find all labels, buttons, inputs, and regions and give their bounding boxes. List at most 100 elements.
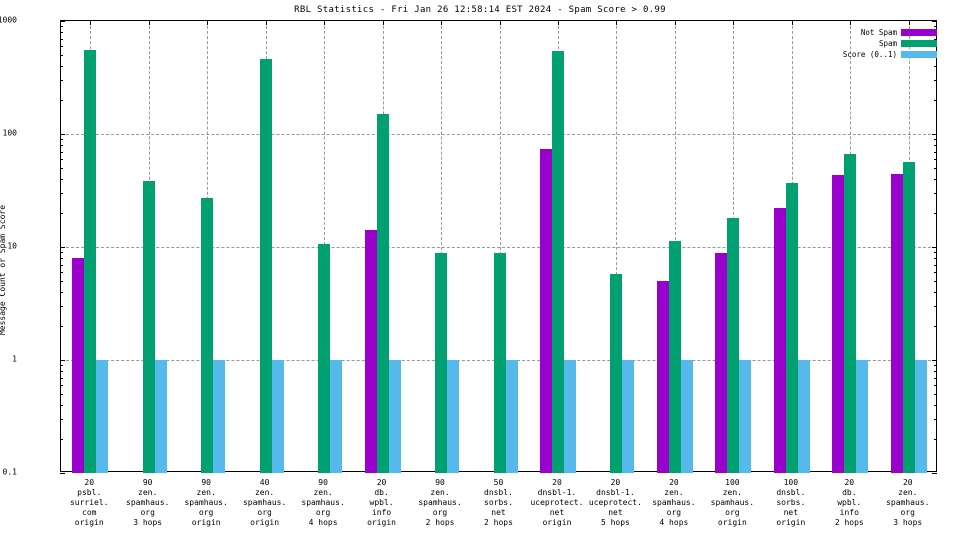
y-axis-minor-tick xyxy=(60,370,63,372)
y-axis-minor-tick xyxy=(934,139,937,141)
y-axis-minor-tick xyxy=(60,31,63,33)
x-axis-tick xyxy=(90,20,92,25)
bar-spam xyxy=(844,153,857,473)
y-axis-minor-tick xyxy=(60,264,63,266)
gridline-vertical xyxy=(499,21,501,471)
x-axis-tick-label: 20 dnsbl-1. uceprotect. net origin xyxy=(530,478,584,527)
y-axis-major-tick xyxy=(932,247,937,248)
x-axis-tick-label: 20 db. wpbl. info origin xyxy=(367,478,396,527)
y-axis-major-tick xyxy=(60,360,65,361)
y-axis-major-tick xyxy=(932,360,937,361)
y-axis-minor-tick xyxy=(934,151,937,153)
y-axis-minor-tick xyxy=(934,26,937,28)
x-axis-tick xyxy=(148,20,150,25)
y-axis-major-tick xyxy=(932,21,937,22)
y-axis-minor-tick xyxy=(60,377,63,379)
bar-spam xyxy=(435,253,448,473)
y-axis-minor-tick xyxy=(934,193,937,195)
y-axis-minor-tick xyxy=(934,370,937,372)
y-axis-minor-tick xyxy=(60,385,63,387)
y-axis-minor-tick xyxy=(934,38,937,40)
y-axis-tick-label: 0.1 xyxy=(2,467,17,477)
bar-not-spam xyxy=(539,149,552,473)
y-axis-major-tick xyxy=(60,21,65,22)
legend-color-swatch xyxy=(901,39,937,47)
bar-score-0-1 xyxy=(213,360,226,473)
gridline-vertical xyxy=(441,21,443,471)
bar-score-0-1 xyxy=(154,360,167,473)
y-axis-minor-tick xyxy=(934,272,937,274)
x-axis-tick xyxy=(791,20,793,25)
bar-spam xyxy=(785,182,798,473)
x-axis-tick xyxy=(324,20,326,25)
bar-not-spam xyxy=(364,230,377,473)
y-axis-minor-tick xyxy=(60,38,63,40)
x-axis-tick-label: 90 zen. spamhaus. org 4 hops xyxy=(301,478,345,527)
y-axis-minor-tick xyxy=(934,419,937,421)
y-axis-minor-tick xyxy=(60,257,63,259)
bar-not-spam xyxy=(890,174,903,473)
y-axis-minor-tick xyxy=(60,419,63,421)
bar-spam xyxy=(142,181,155,473)
y-axis-minor-tick xyxy=(60,291,63,293)
bar-not-spam xyxy=(72,257,85,473)
y-axis-minor-tick xyxy=(934,385,937,387)
y-axis-minor-tick xyxy=(934,46,937,48)
bar-spam xyxy=(668,241,681,473)
x-axis-tick-label: 20 dnsbl-1. uceprotect. net 5 hops xyxy=(588,478,642,527)
y-axis-minor-tick xyxy=(60,139,63,141)
bars-layer xyxy=(61,21,936,473)
x-axis-tick-label: 50 dnsbl. sorbs. net 2 hops xyxy=(484,478,513,527)
y-axis-minor-tick xyxy=(60,404,63,406)
y-axis-minor-tick xyxy=(934,291,937,293)
bar-not-spam xyxy=(832,175,845,473)
y-axis-minor-tick xyxy=(934,99,937,101)
y-axis-minor-tick xyxy=(934,159,937,161)
legend-label: Spam xyxy=(878,38,897,48)
y-axis-tick-label: 1000 xyxy=(0,15,17,25)
legend-item: Spam xyxy=(843,38,937,48)
y-axis-minor-tick xyxy=(934,281,937,283)
y-axis-minor-tick xyxy=(60,325,63,327)
y-axis-minor-tick xyxy=(934,212,937,214)
bar-score-0-1 xyxy=(271,360,284,473)
x-axis-tick-label: 100 dnsbl. sorbs. net origin xyxy=(776,478,806,527)
y-axis-minor-tick xyxy=(60,159,63,161)
y-axis-minor-tick xyxy=(934,404,937,406)
bar-not-spam xyxy=(715,253,728,473)
y-axis-minor-tick xyxy=(934,65,937,67)
x-axis-tick xyxy=(499,20,501,25)
x-axis-tick xyxy=(265,20,267,25)
y-axis-minor-tick xyxy=(60,168,63,170)
bar-spam xyxy=(551,50,564,473)
y-axis-minor-tick xyxy=(60,80,63,82)
y-axis-minor-tick xyxy=(934,178,937,180)
bar-score-0-1 xyxy=(388,360,401,473)
y-axis-minor-tick xyxy=(60,99,63,101)
y-axis-tick-label: 1 xyxy=(12,354,17,364)
plot-area xyxy=(60,20,937,474)
x-axis-tick-label: 100 zen. spamhaus. org origin xyxy=(710,478,755,527)
gridline-vertical xyxy=(616,21,618,471)
x-axis-tick xyxy=(557,20,559,25)
y-axis-tick-label: 100 xyxy=(2,128,17,138)
bar-spam xyxy=(493,253,506,473)
bar-score-0-1 xyxy=(563,360,576,473)
y-axis-minor-tick xyxy=(60,281,63,283)
y-axis-minor-tick xyxy=(934,365,937,367)
bar-spam xyxy=(376,114,389,473)
y-axis-minor-tick xyxy=(60,178,63,180)
x-axis-tick xyxy=(850,20,852,25)
legend-label: Not Spam xyxy=(860,27,897,37)
y-axis-minor-tick xyxy=(934,257,937,259)
bar-score-0-1 xyxy=(622,360,635,473)
bar-not-spam xyxy=(656,281,669,473)
y-axis-major-tick xyxy=(932,134,937,135)
y-axis-minor-tick xyxy=(60,46,63,48)
bar-score-0-1 xyxy=(96,360,109,473)
bar-spam xyxy=(610,273,623,473)
legend-color-swatch xyxy=(901,28,937,36)
y-axis-minor-tick xyxy=(934,264,937,266)
bar-score-0-1 xyxy=(505,360,518,473)
y-axis-minor-tick xyxy=(60,26,63,28)
